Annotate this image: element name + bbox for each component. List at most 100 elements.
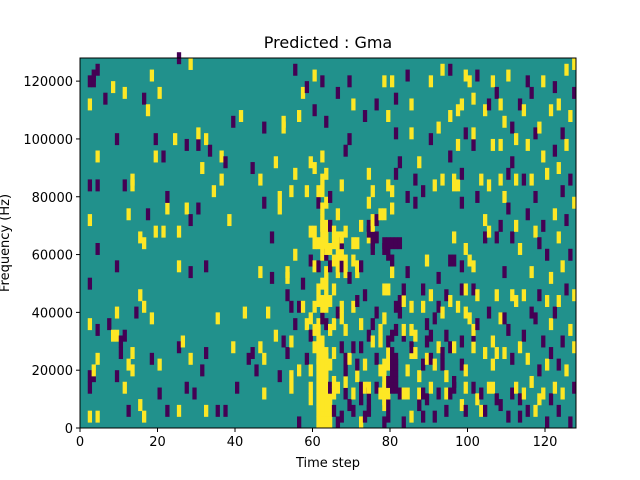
heatmap-cell (401, 387, 406, 400)
heatmap-cell (378, 335, 383, 348)
heatmap-cell (556, 404, 561, 417)
heatmap-cell (459, 196, 465, 209)
heatmap-cell (506, 167, 511, 180)
heatmap-cell (366, 196, 372, 209)
heatmap-cell (277, 370, 282, 383)
heatmap-cell (328, 416, 333, 429)
heatmap-cell (196, 138, 201, 151)
heatmap-cell (351, 98, 356, 111)
heatmap-cell (316, 341, 321, 354)
heatmap-cell (421, 410, 426, 423)
heatmap-cell (176, 260, 182, 273)
heatmap-cell (424, 352, 430, 365)
heatmap-cell (204, 260, 209, 273)
heatmap-cell (87, 98, 93, 111)
heatmap-cell (192, 387, 197, 400)
heatmap-cell (517, 98, 523, 111)
heatmap-cell (471, 283, 476, 296)
heatmap-cell (514, 133, 519, 146)
heatmap-cell (572, 381, 577, 394)
heatmap-cell (463, 243, 468, 255)
heatmap-cell (448, 63, 453, 76)
heatmap-cell (343, 144, 348, 157)
heatmap-cell (328, 323, 333, 336)
heatmap-cell (432, 179, 437, 192)
x-tick-label: 60 (304, 435, 321, 450)
heatmap-cell (347, 133, 352, 146)
heatmap-cell (386, 387, 391, 400)
heatmap-cell (308, 381, 313, 394)
heatmap-cell (467, 254, 472, 267)
heatmap-cell (370, 185, 375, 198)
heatmap-cell (440, 173, 445, 186)
heatmap-cell (525, 75, 530, 88)
heatmap-cell (552, 81, 558, 94)
heatmap-cell (95, 410, 100, 423)
heatmap-cell (393, 127, 399, 140)
heatmap-cell (541, 150, 546, 163)
heatmap-cell (483, 104, 488, 117)
heatmap-cell (463, 306, 468, 319)
heatmap-cell (335, 86, 341, 99)
heatmap-cell (397, 156, 403, 169)
heatmap-cell (320, 202, 325, 215)
heatmap-cell (452, 375, 457, 388)
heatmap-cell (370, 318, 375, 331)
heatmap-cell (545, 358, 550, 371)
heatmap-cell (316, 318, 321, 331)
heatmap-cell (401, 295, 406, 307)
heatmap-cell (250, 347, 255, 360)
heatmap-cell (142, 410, 147, 423)
heatmap-cell (277, 202, 282, 215)
heatmap-cell (316, 329, 321, 342)
heatmap-cell (424, 393, 430, 406)
heatmap-cell (494, 393, 499, 406)
heatmap-cell (486, 306, 492, 319)
heatmap-cell (545, 295, 550, 307)
x-axis: 0 20 40 60 80 100 120 (76, 428, 557, 450)
heatmap-cell (409, 323, 414, 336)
heatmap-cell (362, 410, 368, 423)
heatmap-cell (390, 185, 395, 198)
heatmap-cell (409, 410, 414, 423)
heatmap-cell (568, 323, 573, 336)
heatmap-cell (107, 318, 112, 331)
heatmap-cell (300, 86, 306, 99)
heatmap-cell (351, 404, 356, 417)
y-tick-label: 0 (65, 422, 73, 437)
heatmap-cell (118, 347, 124, 360)
heatmap-cell (254, 364, 259, 377)
heatmap-cell (428, 352, 434, 365)
heatmap-cell (304, 318, 310, 331)
heatmap-cell (145, 104, 151, 117)
heatmap-cell (215, 404, 220, 417)
heatmap-cell (498, 173, 503, 186)
heatmap-cell (165, 202, 170, 215)
heatmap-cell (258, 266, 263, 279)
heatmap-cell (316, 237, 321, 250)
heatmap-cell (176, 341, 182, 354)
heatmap-cell (351, 387, 356, 400)
heatmap-cell (537, 121, 542, 134)
heatmap-cell (200, 364, 205, 377)
heatmap-cell (335, 306, 341, 319)
heatmap-cell (413, 196, 418, 209)
heatmap-cell (444, 387, 449, 400)
y-axis-label: Frequency (Hz) (0, 194, 13, 292)
heatmap-cell (312, 225, 317, 238)
heatmap-cell (355, 295, 360, 307)
heatmap-cell (374, 352, 379, 365)
heatmap-cell (87, 75, 93, 88)
heatmap-cell (138, 399, 143, 412)
heatmap-cell (312, 300, 317, 313)
heatmap-cell (262, 121, 267, 134)
heatmap-cell (114, 370, 120, 383)
heatmap-cell (370, 231, 375, 244)
heatmap-cell (459, 399, 465, 412)
heatmap-cell (409, 300, 414, 313)
heatmap-cell (285, 289, 290, 302)
heatmap-cell (560, 260, 565, 273)
heatmap-cell (440, 347, 445, 360)
heatmap-cell (320, 370, 325, 383)
heatmap-cell (417, 156, 422, 169)
